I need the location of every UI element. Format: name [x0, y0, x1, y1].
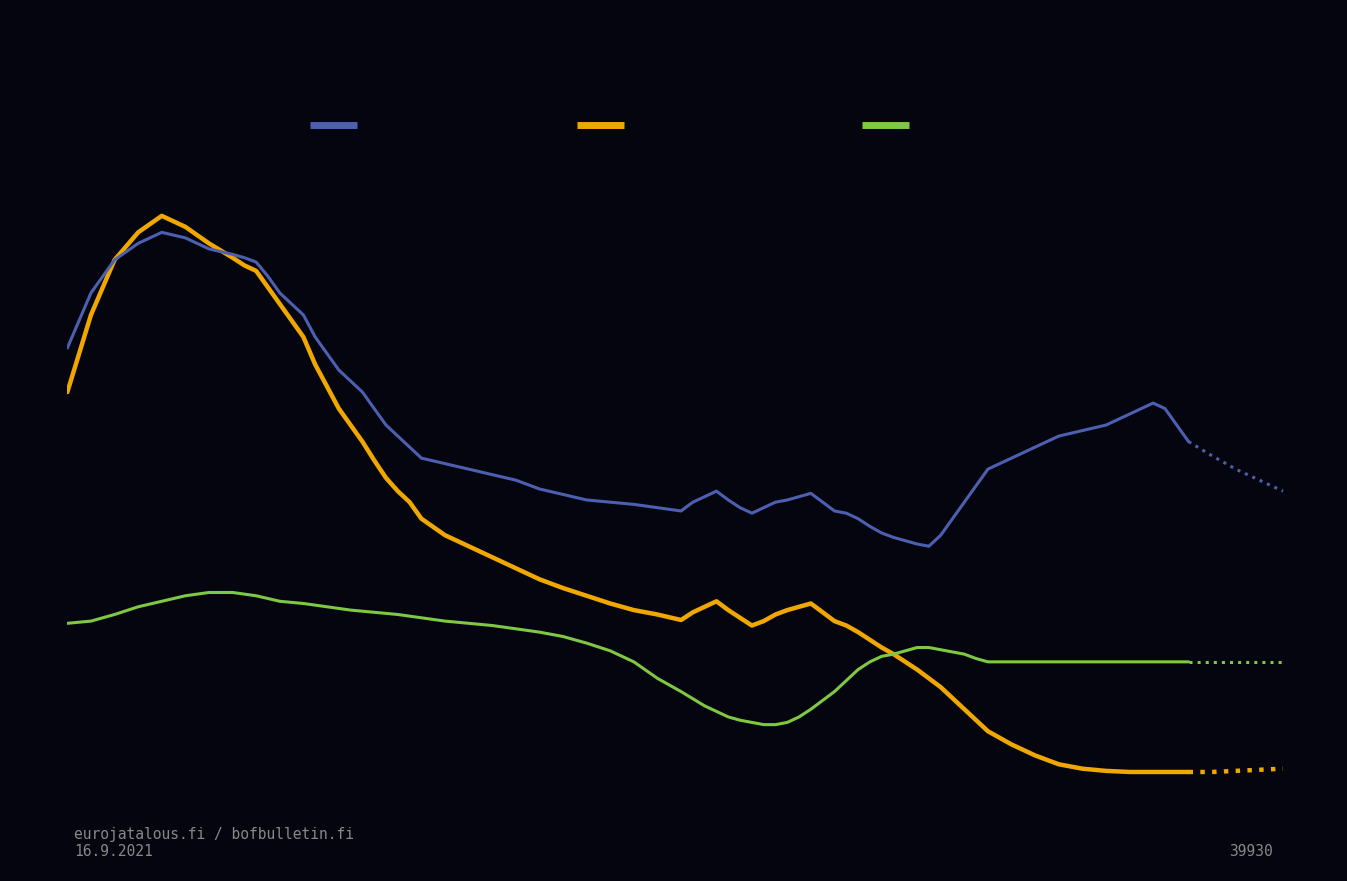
- Text: 39930: 39930: [1230, 844, 1273, 859]
- Text: eurojatalous.fi / bofbulletin.fi
16.9.2021: eurojatalous.fi / bofbulletin.fi 16.9.20…: [74, 826, 354, 859]
